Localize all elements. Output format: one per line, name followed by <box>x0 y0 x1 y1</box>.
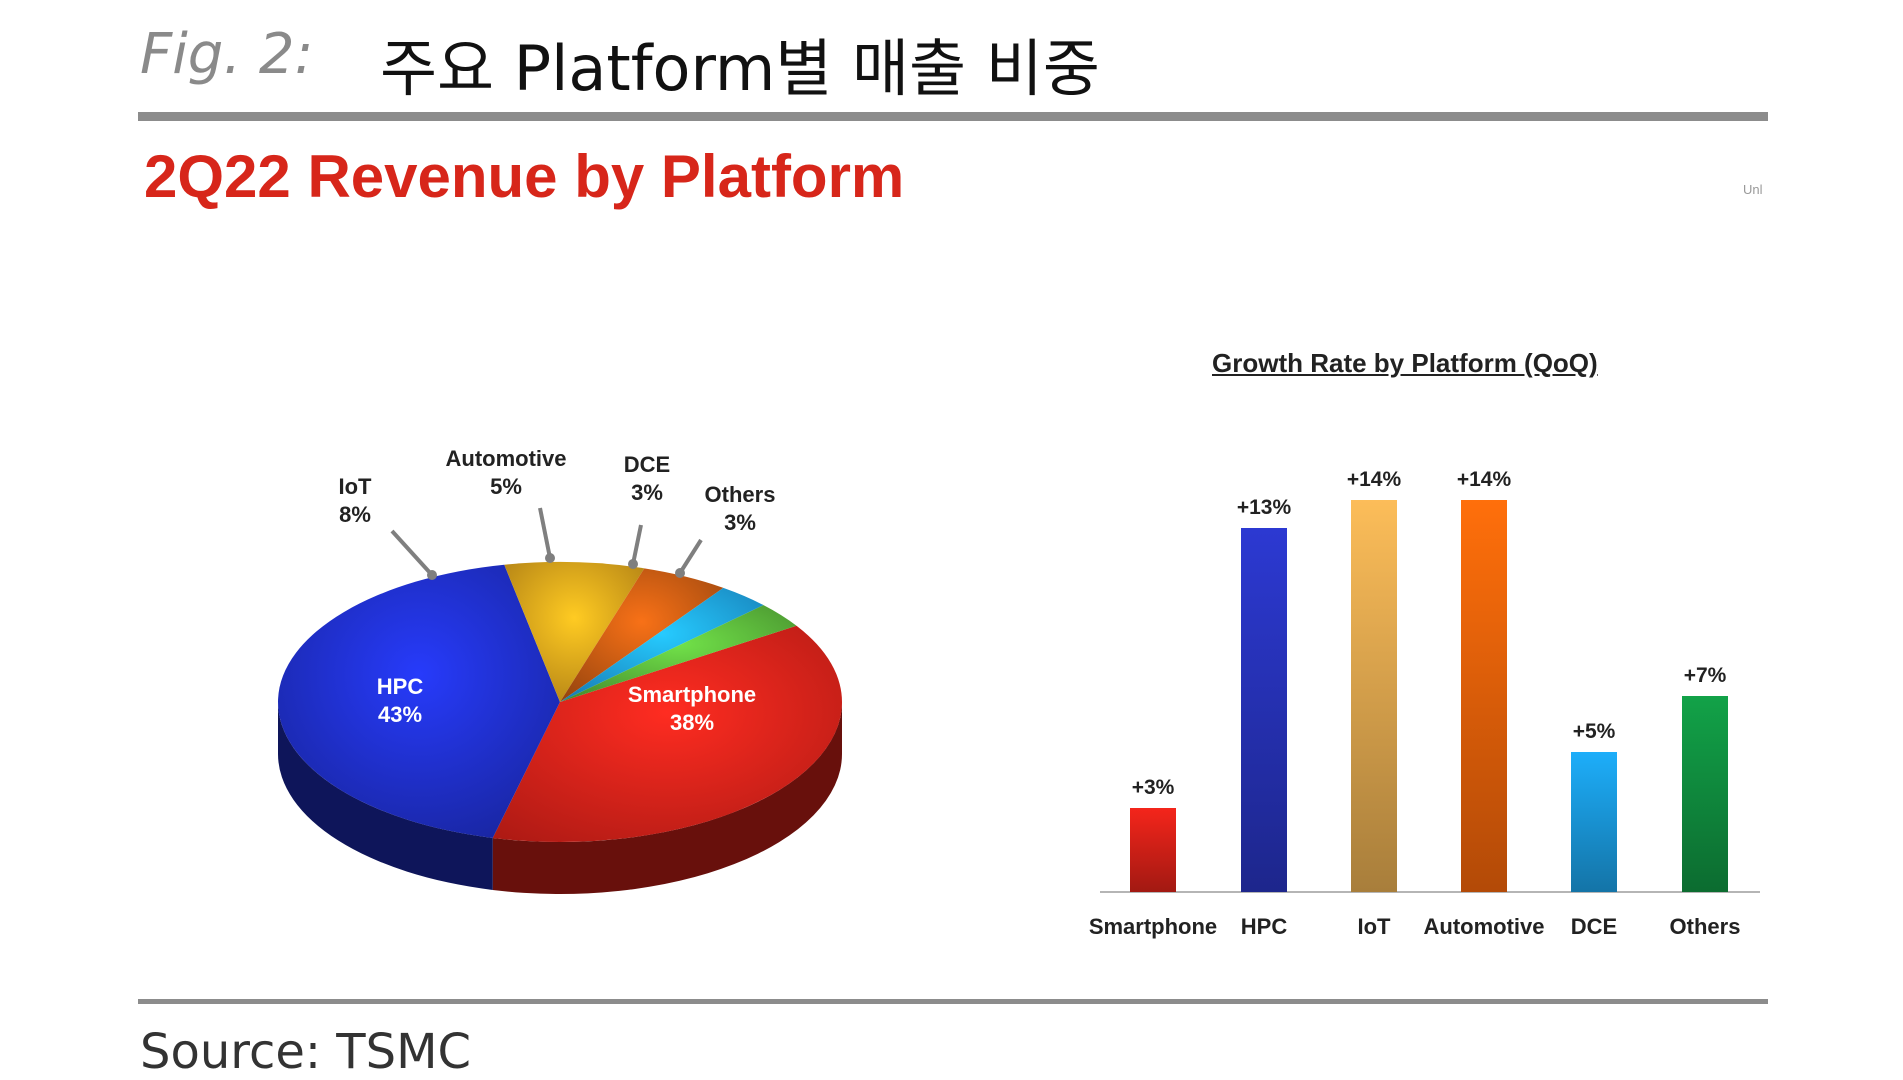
bar-iot <box>1351 500 1397 892</box>
pie-label-dce: DCE <box>624 452 670 477</box>
pie-leader-others <box>678 538 703 575</box>
pie-label-iot: IoT <box>339 474 373 499</box>
pie-slice-others <box>560 605 797 702</box>
pie-leader-iot <box>390 529 434 577</box>
bar-category-label-dce: DCE <box>1571 914 1617 939</box>
pie-label-others: Others <box>705 482 776 507</box>
bar-category-label-smartphone: Smartphone <box>1089 914 1217 939</box>
pie-value-automotive: 5% <box>490 474 522 499</box>
pie-value-dce: 3% <box>631 480 663 505</box>
bottom-divider <box>138 999 1768 1004</box>
bar-category-label-hpc: HPC <box>1241 914 1288 939</box>
pie-leader-dot-iot <box>427 570 437 580</box>
bar-value-label-smartphone: +3% <box>1132 776 1175 799</box>
bar-value-label-iot: +14% <box>1347 468 1402 491</box>
pie-leader-dce <box>631 524 643 565</box>
figure-title: 주요 Platform별 매출 비중 <box>380 32 1100 105</box>
bar-dce <box>1571 752 1617 892</box>
pie-slice-iot <box>504 562 645 702</box>
pie-leader-dot-automotive <box>545 553 555 563</box>
pie-chart: Smartphone 38% HPC 43% IoT 8% Automotive 5% DCE 3… <box>277 446 843 894</box>
bar-chart-title: Growth Rate by Platform (QoQ) <box>1212 348 1598 378</box>
pie-slice-hpc <box>277 564 560 838</box>
bar-value-label-dce: +5% <box>1573 720 1616 743</box>
pie-slice-automotive <box>560 568 724 702</box>
pie-label-automotive: Automotive <box>446 446 567 471</box>
pie-side-hpc <box>278 702 493 890</box>
bar-category-label-automotive: Automotive <box>1424 914 1545 939</box>
pie-value-iot: 8% <box>339 502 371 527</box>
bar-value-label-hpc: +13% <box>1237 496 1292 519</box>
bar-automotive <box>1461 500 1507 892</box>
bar-others <box>1682 696 1728 892</box>
pie-value-smartphone: 38% <box>670 710 714 735</box>
bar-hpc <box>1241 528 1287 892</box>
bar-smartphone <box>1130 808 1176 892</box>
pie-slice-dce <box>560 587 764 702</box>
bar-category-label-others: Others <box>1670 914 1741 939</box>
pie-chart-title: 2Q22 Revenue by Platform <box>144 143 905 210</box>
pie-value-others: 3% <box>724 510 756 535</box>
figure-number: Fig. 2: <box>140 22 314 87</box>
bar-value-label-automotive: +14% <box>1457 468 1512 491</box>
pie-label-smartphone: Smartphone <box>628 682 756 707</box>
pie-side-smartphone <box>492 702 842 894</box>
pie-label-hpc: HPC <box>377 674 424 699</box>
pie-leader-automotive <box>538 507 552 559</box>
pie-slice-smartphone <box>492 625 843 842</box>
pie-leader-dot-others <box>675 568 685 578</box>
unit-label: Unl <box>1743 182 1763 197</box>
top-divider <box>138 112 1768 121</box>
pie-leader-dot-dce <box>628 559 638 569</box>
bar-category-label-iot: IoT <box>1358 914 1392 939</box>
bar-value-label-others: +7% <box>1684 664 1727 687</box>
bar-chart: +3% Smartphone +13% HPC +14% IoT +14% Automotiv… <box>1089 468 1760 939</box>
source-note: Source: TSMC <box>140 1024 472 1080</box>
pie-value-hpc: 43% <box>378 702 422 727</box>
